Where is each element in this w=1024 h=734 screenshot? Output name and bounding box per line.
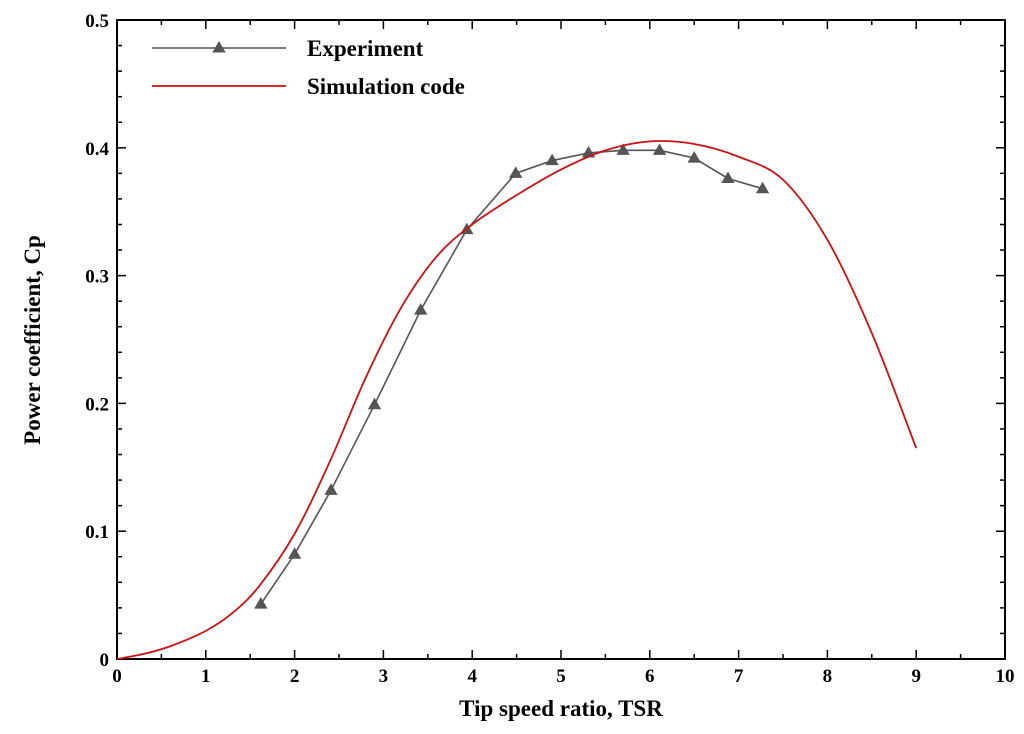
series-line-simulation-code [116,140,918,660]
x-axis-title: Tip speed ratio, TSR [459,696,663,721]
data-point-experiment [652,143,667,155]
y-tick-label: 0.2 [85,394,109,415]
data-point-experiment [545,153,559,166]
series-simulation-code [116,140,918,660]
legend-item-experiment: Experiment [152,36,424,61]
legend: Experiment Simulation code [152,36,465,99]
x-tick-label: 6 [645,666,655,687]
x-tick-label: 1 [201,666,211,687]
data-point-experiment [254,597,268,609]
data-point-experiment [414,303,428,315]
x-tick-label: 4 [467,666,477,687]
x-tick-label: 7 [734,666,744,687]
y-tick-label: 0.4 [85,139,109,160]
legend-label-simulation-code: Simulation code [307,74,465,99]
x-tick-label: 9 [911,666,921,687]
y-tick-label: 0.3 [85,267,109,288]
series-layer [116,140,918,660]
x-tick-label: 3 [379,666,389,687]
x-tick-label: 0 [112,666,122,687]
series-line-experiment [260,149,763,605]
data-point-experiment [687,151,701,163]
data-point-experiment [616,143,630,155]
data-point-experiment [509,166,523,178]
data-point-experiment [721,171,735,184]
y-axis-title: Power coefficient, Cp [20,235,45,445]
x-tick-label: 2 [290,666,300,687]
data-point-experiment [287,547,302,559]
plot-area [116,19,1006,660]
data-point-experiment [324,483,338,495]
data-point-experiment [755,181,770,194]
data-point-experiment [367,397,382,410]
legend-label-experiment: Experiment [307,36,424,61]
y-tick-label: 0.5 [85,11,109,32]
plot-frame [116,19,1006,660]
x-axis-ticks: 0 1 2 3 4 5 6 7 8 9 10 [112,20,1015,687]
legend-item-simulation-code: Simulation code [152,74,465,99]
y-tick-label: 0.1 [85,522,109,543]
x-tick-label: 5 [556,666,566,687]
y-axis-ticks: 0 0.1 0.2 0.3 0.4 0.5 [85,11,1005,671]
x-tick-label: 10 [996,666,1015,687]
y-tick-label: 0 [100,650,110,671]
x-tick-label: 8 [823,666,833,687]
series-experiment [254,143,770,609]
legend-marker-experiment [212,41,226,53]
